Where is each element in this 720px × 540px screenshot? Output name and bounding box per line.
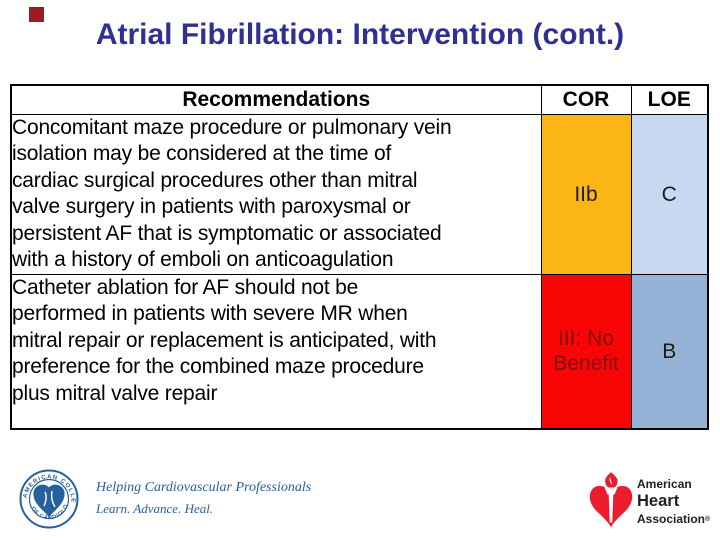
loe-value-1: C	[630, 113, 709, 275]
cor-value-2: III: No Benefit	[540, 273, 632, 430]
acc-tagline: Helping Cardiovascular Professionals Lea…	[96, 468, 311, 517]
aha-wordmark-line1: American	[637, 477, 692, 491]
acc-tagline-line2: Learn. Advance. Heal.	[96, 501, 214, 516]
acc-branding: AMERICAN COLLEGE OF CARDIOLOGY Helping C…	[19, 468, 311, 530]
loe-value-2: B	[630, 273, 709, 430]
recommendations-table: Recommendations COR LOE Concomitant maze…	[10, 84, 709, 430]
header-recommendations: Recommendations	[10, 84, 542, 115]
recommendation-text-2: Catheter ablation for AF should not be p…	[10, 273, 542, 430]
accent-square-icon	[29, 7, 44, 22]
acc-tagline-line1: Helping Cardiovascular Professionals	[96, 480, 312, 495]
aha-heart-icon	[589, 472, 633, 527]
header-cor: COR	[540, 84, 632, 115]
table-header-row: Recommendations COR LOE	[10, 84, 709, 115]
header-loe: LOE	[630, 84, 709, 115]
table-row: Concomitant maze procedure or pulmonary …	[10, 113, 709, 275]
recommendation-text-1: Concomitant maze procedure or pulmonary …	[10, 113, 542, 275]
cor-value-1: IIb	[540, 113, 632, 275]
registered-mark: ®	[705, 515, 711, 523]
page-title: Atrial Fibrillation: Intervention (cont.…	[95, 18, 625, 51]
table-row: Catheter ablation for AF should not be p…	[10, 273, 709, 430]
aha-wordmark-line2: Heart	[637, 492, 680, 510]
aha-wordmark-line3: Association®	[637, 511, 711, 526]
acc-seal-icon: AMERICAN COLLEGE OF CARDIOLOGY	[19, 468, 79, 529]
aha-wordmark: American Heart Association®	[637, 478, 710, 525]
